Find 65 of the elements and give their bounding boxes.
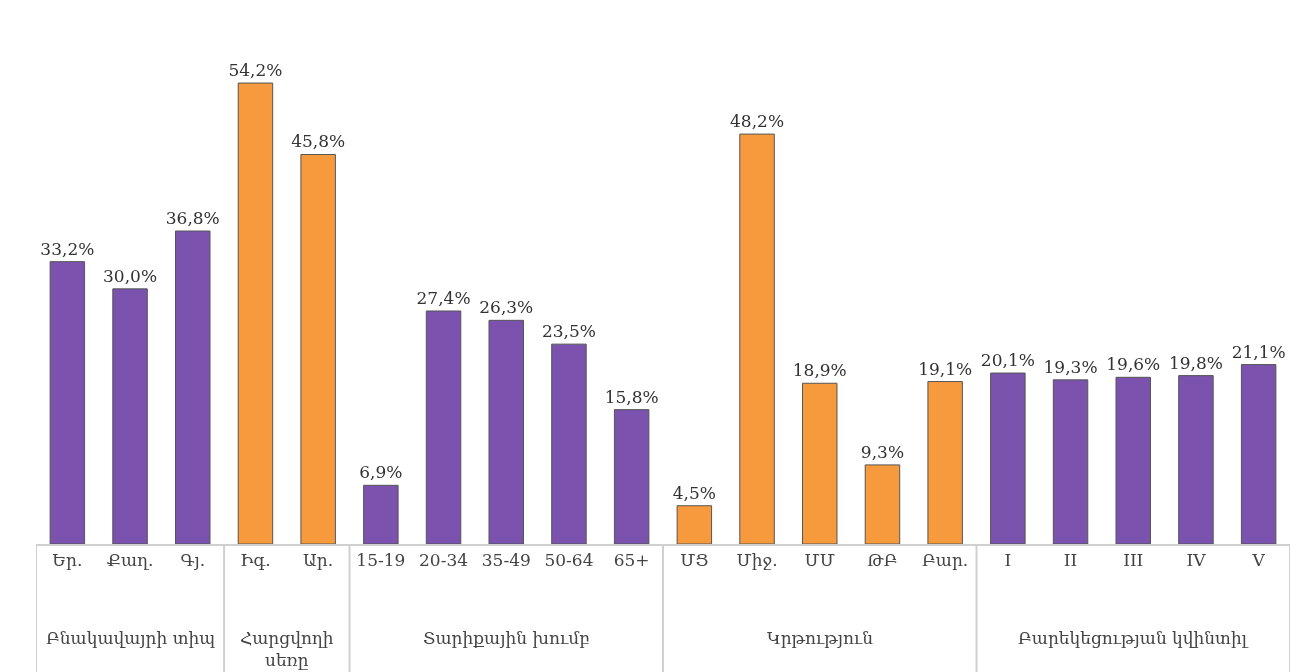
bar <box>1052 379 1089 544</box>
bar <box>551 343 587 544</box>
data-label: 19,1% <box>918 358 973 379</box>
data-label: 54,2% <box>228 60 283 81</box>
data-label: 19,3% <box>1043 356 1098 377</box>
text: Բարեկեցության կվինտիլ <box>1018 628 1249 648</box>
x-tick-label: 15-19 <box>356 550 406 571</box>
data-label: 45,8% <box>291 131 346 152</box>
data-label: 23,5% <box>541 321 596 342</box>
bar <box>488 319 524 544</box>
data-label: 15,8% <box>604 386 659 407</box>
bar <box>300 153 336 544</box>
x-tick-label: Գյ. <box>180 550 206 571</box>
bar <box>49 261 86 544</box>
bar <box>613 409 650 544</box>
x-tick-label: I <box>1004 550 1012 571</box>
data-label: 36,8% <box>165 208 220 229</box>
x-tick-label: II <box>1063 550 1078 571</box>
x-tick-label: Ար. <box>303 550 334 571</box>
x-tick-label: 20-34 <box>419 550 469 571</box>
bar <box>676 505 713 544</box>
x-tick-label: Միջ. <box>736 550 778 571</box>
bar <box>425 310 462 544</box>
bar <box>802 382 838 544</box>
bar <box>175 230 211 544</box>
data-label: 27,4% <box>416 287 471 308</box>
data-label: 19,6% <box>1106 354 1161 375</box>
x-tick-label: ՄՄ <box>804 550 836 571</box>
data-label: 20,1% <box>980 350 1035 371</box>
x-tick-label: V <box>1251 550 1266 571</box>
text: Կրթություն <box>767 628 874 648</box>
text: Տարիքային խումբ <box>423 628 590 648</box>
x-tick-label: Բար. <box>922 550 969 571</box>
data-label: 26,3% <box>479 297 534 318</box>
x-tick-label: 50-64 <box>544 550 594 571</box>
x-tick-label: III <box>1123 550 1144 571</box>
bar <box>237 82 274 544</box>
x-tick-label: Քաղ. <box>106 550 154 571</box>
x-tick-label: IV <box>1186 550 1207 571</box>
x-tick-label: 65+ <box>613 550 650 571</box>
data-label: 30,0% <box>103 265 158 286</box>
x-tick-label: ՄՑ <box>680 550 709 571</box>
data-label: 19,8% <box>1168 352 1223 373</box>
x-tick-label: Իգ. <box>240 550 271 571</box>
bar <box>739 133 775 544</box>
data-label: 21,1% <box>1231 341 1286 362</box>
bar <box>112 288 148 544</box>
bar <box>1178 375 1214 544</box>
x-tick-label: Եր. <box>52 550 83 571</box>
bar <box>990 372 1026 544</box>
data-label: 18,9% <box>792 360 847 381</box>
text: Բնակավայրի տիպ <box>46 628 216 648</box>
data-label: 9,3% <box>860 441 905 462</box>
x-tick-label: ԹԲ <box>867 550 898 571</box>
bar <box>864 464 901 544</box>
bar <box>363 484 399 544</box>
data-label: 4,5% <box>672 482 716 503</box>
data-label: 48,2% <box>730 111 785 132</box>
x-tick-label: 35-49 <box>481 550 531 571</box>
data-label: 6,9% <box>359 462 403 483</box>
bar <box>927 381 963 544</box>
text: Հարցվողի սեռը <box>240 628 334 671</box>
bar <box>1115 376 1151 544</box>
bar <box>1240 364 1277 544</box>
data-label: 33,2% <box>40 238 95 259</box>
